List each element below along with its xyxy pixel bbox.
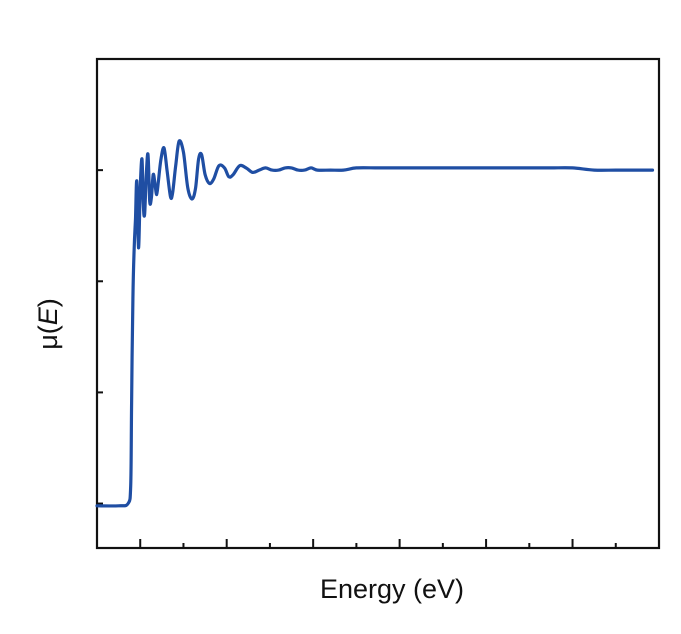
y-axis-ticks bbox=[97, 169, 103, 505]
series-line bbox=[95, 139, 655, 508]
plot-frame bbox=[95, 57, 661, 550]
y-axis-label-prefix: μ( bbox=[33, 325, 63, 350]
x-axis-label: Energy (eV) bbox=[320, 574, 464, 604]
x-axis-ticks bbox=[139, 539, 617, 548]
series-layer bbox=[95, 139, 655, 508]
y-axis-label-suffix: ) bbox=[33, 298, 63, 307]
y-axis-label: μ(E) bbox=[33, 298, 63, 350]
y-axis-label-var: E bbox=[33, 306, 63, 325]
